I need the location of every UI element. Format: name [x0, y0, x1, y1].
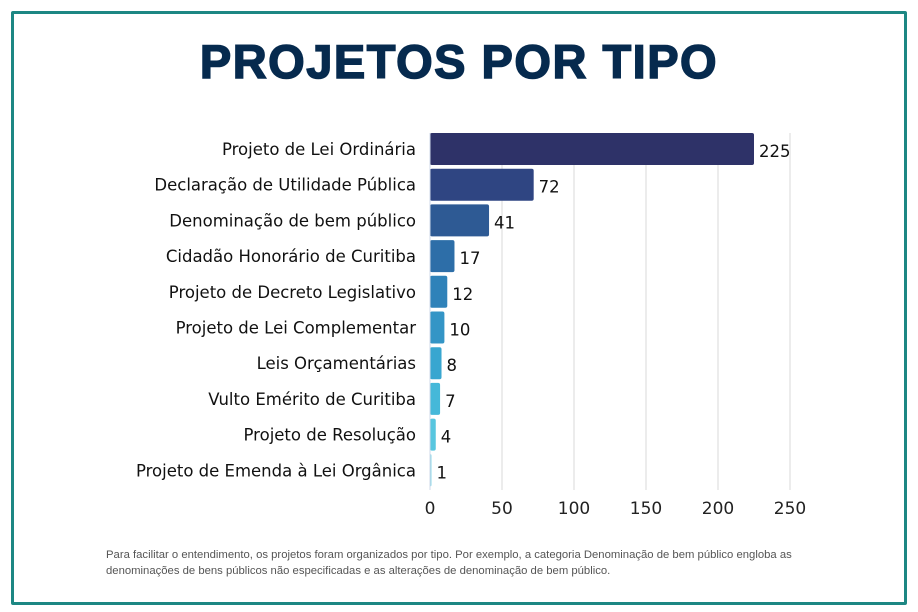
x-tick-label: 150 [630, 499, 662, 519]
bar [430, 382, 441, 415]
data-label: 41 [494, 213, 515, 232]
category-label: Projeto de Lei Ordinária [222, 140, 416, 159]
bar [430, 133, 754, 165]
bar [430, 275, 448, 308]
x-tick-label: 100 [558, 499, 590, 519]
chart-title: PROJETOS POR TIPO [199, 34, 719, 89]
data-label: 10 [449, 321, 470, 340]
bar [430, 240, 455, 273]
bar [430, 311, 445, 344]
footnote: Para facilitar o entendimento, os projet… [106, 549, 792, 577]
data-label: 7 [445, 392, 456, 411]
data-label: 4 [441, 428, 452, 447]
category-label: Denominação de bem público [169, 211, 416, 230]
x-tick-label: 0 [425, 499, 436, 519]
bar [430, 347, 442, 380]
category-label: Projeto de Resolução [244, 426, 416, 445]
data-label: 12 [452, 285, 473, 304]
data-label: 72 [539, 178, 560, 197]
category-label: Projeto de Decreto Legislativo [169, 283, 416, 302]
data-label: 1 [436, 463, 447, 482]
category-label: Vulto Emérito de Curitiba [208, 390, 416, 409]
data-label: 225 [759, 142, 791, 161]
category-label: Declaração de Utilidade Pública [154, 176, 416, 195]
x-tick-label: 200 [702, 499, 734, 519]
bar [430, 418, 436, 451]
category-label: Leis Orçamentárias [257, 354, 416, 373]
data-label: 17 [459, 249, 480, 268]
category-label: Cidadão Honorário de Curitiba [166, 247, 416, 266]
category-label: Projeto de Lei Complementar [176, 319, 417, 338]
category-label: Projeto de Emenda à Lei Orgânica [136, 461, 416, 480]
frame-border [11, 11, 907, 605]
bar [430, 204, 490, 237]
bar [430, 168, 534, 201]
x-tick-label: 50 [491, 499, 513, 519]
data-label: 8 [447, 356, 458, 375]
x-tick-label: 250 [774, 499, 806, 519]
